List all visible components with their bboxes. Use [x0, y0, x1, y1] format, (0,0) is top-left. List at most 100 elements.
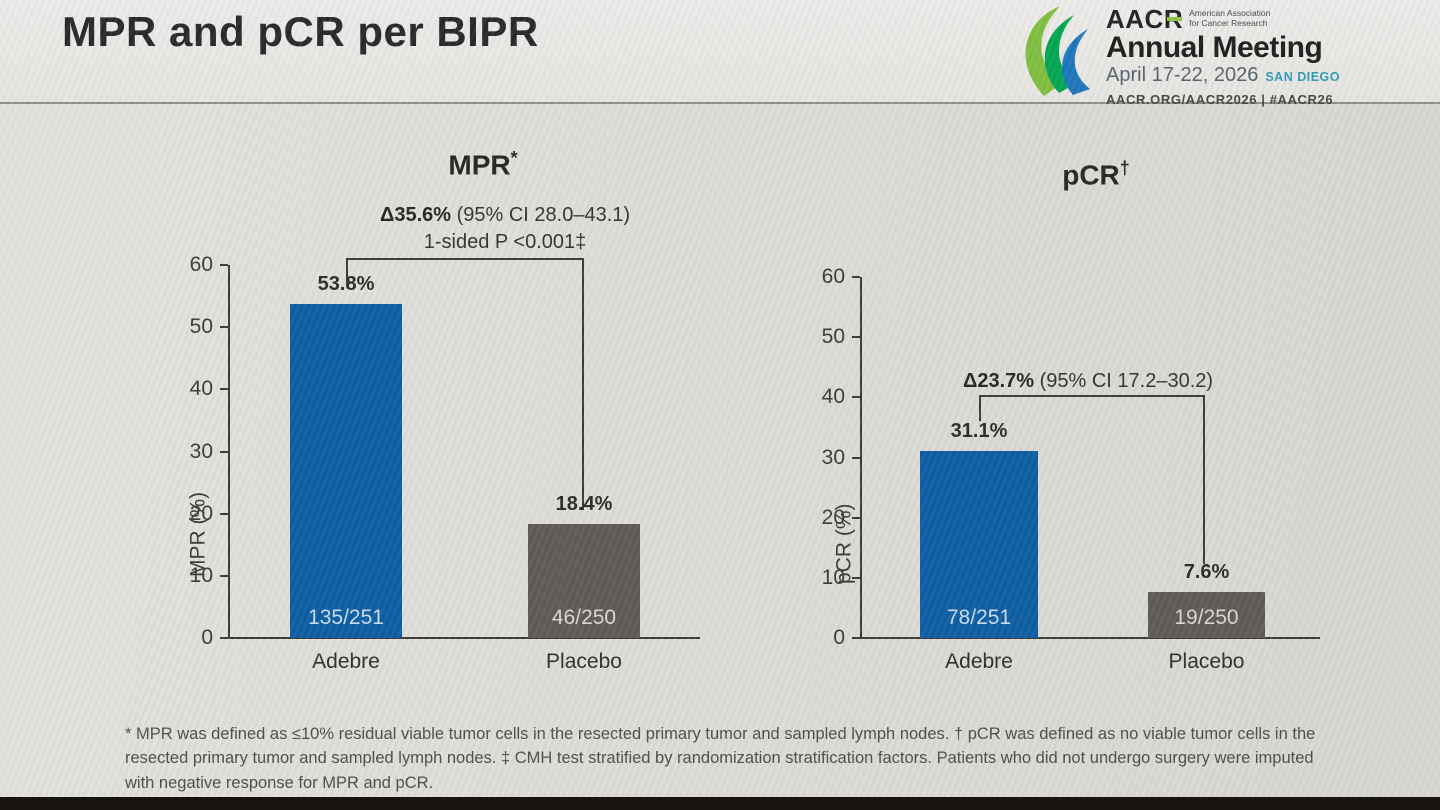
y-tick-label: 40: [821, 385, 845, 409]
mpr-pvalue: 1-sided P <0.001‡: [423, 231, 587, 253]
y-tick-mark: [220, 326, 228, 329]
slide-title: MPR and pCR per BIPR: [62, 8, 539, 55]
y-tick-mark: [220, 450, 228, 453]
y-tick-mark: [852, 637, 860, 639]
y-tick-label: 60: [189, 253, 213, 276]
y-tick-0: 0: [833, 626, 860, 650]
mpr-adebre-category-label: Adebre: [312, 650, 380, 673]
y-tick-label: 30: [821, 445, 845, 469]
y-tick-50: 50: [190, 315, 228, 339]
mpr-adebre-bar: 53.8% 135/251: [290, 273, 402, 638]
y-tick-0: 0: [201, 626, 228, 650]
bracket-right-tick: [1203, 397, 1205, 564]
pcr-comparison-bracket: [979, 395, 1205, 564]
mpr-delta-annotation: Δ35.6% (95% CI 28.0–43.1) 1-sided P <0.0…: [380, 202, 630, 256]
pcr-plot-area: 0 10 20 30 40 50 60 pCR (%) 31.1% 78/251 Adebr…: [822, 265, 1320, 673]
y-tick-mark: [220, 388, 228, 391]
mpr-placebo-bar: 18.4% 46/250: [528, 493, 640, 638]
y-tick-label: 30: [189, 439, 213, 463]
mpr-adebre-fraction-label: 135/251: [308, 606, 384, 629]
mpr-delta-value: Δ35.6%: [379, 204, 452, 226]
aacr-swoosh-icon: [1025, 6, 1090, 96]
y-tick-40: 40: [822, 385, 860, 409]
y-tick-mark: [220, 574, 228, 577]
mpr-placebo-column: 18.4% 46/250 Placebo: [528, 265, 640, 673]
bracket-left-tick: [979, 397, 981, 421]
pcr-placebo-column: 7.6% 19/250 Placebo: [1148, 277, 1265, 673]
aacr-logo: AACR American Association for Cancer Res…: [1014, 2, 1414, 107]
header-band: MPR and pCR per BIPR AACR American Assoc…: [0, 0, 1440, 107]
y-tick-mark: [852, 576, 860, 579]
y-tick-label: 20: [189, 501, 213, 525]
y-tick-label: 40: [189, 377, 213, 401]
y-tick-30: 30: [822, 446, 860, 470]
y-tick-10: 10: [190, 564, 228, 588]
mpr-placebo-fraction-label: 46/250: [551, 606, 617, 629]
mpr-adebre-value-label: 53.8%: [317, 272, 375, 295]
y-tick-label: 0: [833, 626, 845, 649]
pcr-placebo-bar: 7.6% 19/250: [1148, 561, 1265, 638]
mpr-chart: MPR* Δ35.6% (95% CI 28.0–43.1) 1-sided P…: [130, 140, 730, 700]
screen-bottom-bezel: [0, 797, 1440, 810]
bracket-left-tick: [346, 260, 348, 286]
aacr-logo-text: AACR American Association for Cancer Res…: [1106, 6, 1414, 107]
pcr-delta-annotation: Δ23.7% (95% CI 17.2–30.2): [963, 368, 1213, 395]
pcr-delta-ci: (95% CI 17.2–30.2): [1039, 370, 1214, 392]
y-tick-20: 20: [190, 502, 228, 526]
y-tick-10: 10: [822, 566, 860, 590]
y-tick-mark: [852, 456, 860, 459]
pcr-y-axis: [860, 277, 862, 638]
mpr-y-axis: [228, 265, 230, 638]
pcr-chart-title: pCR†: [1062, 158, 1130, 191]
meeting-city: SAN DIEGO: [1265, 70, 1340, 84]
y-tick-mark: [220, 512, 228, 515]
pcr-chart: pCR† Δ23.7% (95% CI 17.2–30.2) 0 10 20 30 40…: [780, 150, 1340, 700]
pcr-y-axis-label: pCR (%): [832, 503, 856, 584]
pcr-adebre-category-label: Adebre: [945, 650, 1013, 673]
y-tick-label: 50: [821, 325, 845, 349]
mpr-delta-ci: (95% CI 28.0–43.1): [456, 204, 631, 226]
pcr-adebre-fraction-label: 78/251: [946, 606, 1012, 629]
mpr-chart-title: MPR*: [448, 148, 518, 181]
pcr-placebo-value-label: 7.6%: [1183, 561, 1230, 584]
pcr-delta-value: Δ23.7%: [962, 370, 1035, 392]
slide-footnote: * MPR was defined as ≤10% residual viabl…: [125, 725, 1316, 792]
pcr-placebo-fraction-label: 19/250: [1174, 606, 1239, 629]
y-tick-50: 50: [822, 325, 860, 349]
mpr-adebre-column: 53.8% 135/251 Adebre: [290, 265, 402, 673]
pcr-placebo-category-label: Placebo: [1168, 650, 1245, 673]
mpr-placebo-category-label: Placebo: [546, 650, 622, 673]
y-tick-label: 10: [821, 565, 845, 589]
mpr-placebo-value-label: 18.4%: [555, 492, 613, 515]
pcr-adebre-column: 31.1% 78/251 Adebre: [920, 277, 1038, 673]
mpr-comparison-bracket: [346, 258, 584, 510]
y-tick-mark: [220, 637, 228, 639]
y-tick-mark: [852, 396, 860, 399]
y-tick-40: 40: [190, 377, 228, 401]
y-tick-60: 60: [822, 265, 860, 289]
y-tick-mark: [852, 276, 860, 278]
y-tick-label: 20: [821, 505, 845, 529]
aacr-org-name: American Association for Cancer Research: [1189, 8, 1271, 28]
y-tick-label: 0: [201, 626, 213, 649]
aacr-acronym: AACR: [1106, 4, 1184, 34]
bracket-right-tick: [582, 260, 584, 510]
mpr-x-axis: [228, 637, 700, 639]
y-tick-label: 10: [189, 563, 213, 587]
mpr-plot-area: 0 10 20 30 40 50 60 MPR (%) 53.8% 135/251 Adeb…: [187, 253, 700, 673]
y-tick-label: 60: [821, 265, 845, 288]
y-tick-label: 50: [189, 315, 213, 339]
meeting-dates: April 17-22, 2026: [1106, 64, 1259, 86]
annual-meeting-label: Annual Meeting: [1106, 31, 1323, 64]
pcr-adebre-value-label: 31.1%: [950, 419, 1008, 442]
mpr-y-axis-label: MPR (%): [186, 491, 210, 577]
y-tick-30: 30: [190, 440, 228, 464]
y-tick-60: 60: [190, 253, 228, 277]
y-tick-mark: [852, 516, 860, 519]
aacr-url-hashtag: AACR.ORG/AACR2026 | #AACR26: [1106, 92, 1334, 107]
y-tick-mark: [220, 264, 228, 266]
pcr-adebre-bar: 31.1% 78/251: [920, 420, 1038, 638]
y-tick-mark: [852, 336, 860, 339]
y-tick-20: 20: [822, 506, 860, 530]
